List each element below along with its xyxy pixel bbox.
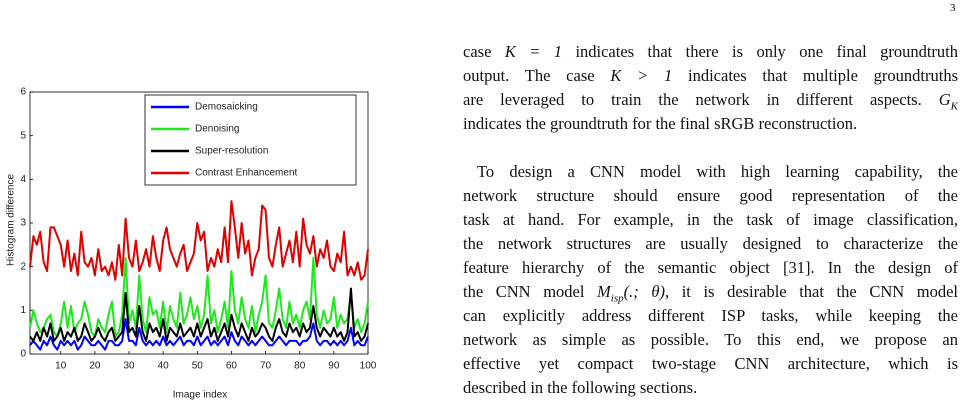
text-run: output. The case [463, 66, 611, 85]
text-line: are leveraged to train the network in di… [463, 88, 958, 112]
math: GK [938, 90, 958, 113]
legend-label: Denoising [195, 124, 239, 135]
series-line [29, 318, 369, 351]
series-line [29, 287, 369, 342]
text-line: can explicitly address different ISP tas… [463, 304, 958, 328]
math: Misp [597, 282, 624, 305]
text-line: case K = 1 indicates that there is only … [463, 40, 958, 64]
legend-label: Demosaicking [195, 102, 258, 113]
y-tick-label: 5 [20, 130, 26, 141]
y-tick-label: 2 [20, 261, 26, 272]
math-symbol: K = 1 [504, 42, 563, 61]
y-tick-label: 6 [20, 87, 26, 98]
y-tick-label: 1 [20, 305, 26, 316]
legend-label: Contrast Enhancement [195, 168, 298, 179]
text-line: network as simple as possible. To this e… [463, 328, 958, 352]
math-subscript: isp [610, 292, 624, 305]
legend-box [144, 94, 357, 186]
math: K = 1 [505, 42, 562, 61]
text-run: effective yet compact two-stage CNN arch… [463, 354, 958, 373]
text-run: , it is desirable that the CNN model [664, 282, 958, 301]
math: K > 1 [610, 66, 672, 85]
text-line: output. The case K > 1 indicates that mu… [463, 64, 958, 88]
text-line: described in the following sections. [463, 376, 958, 400]
text-run: feature hierarchy of the semantic object… [463, 258, 958, 277]
y-tick-label: 3 [20, 218, 26, 229]
text-line: feature hierarchy of the semantic object… [463, 256, 958, 280]
x-tick-label: 20 [89, 361, 101, 372]
text-run: indicates the groundtruth for the final … [463, 114, 858, 133]
text-run: the CNN model [463, 282, 598, 301]
text-line: indicates the groundtruth for the final … [463, 112, 958, 136]
x-tick-label: 80 [294, 361, 306, 372]
page-number: 3 [950, 2, 956, 14]
x-tick-label: 10 [55, 361, 67, 372]
text-run: can explicitly address different ISP tas… [463, 306, 958, 325]
text-run: case [463, 42, 505, 61]
text-run: described in the following sections. [463, 378, 698, 397]
text-run: indicates that multiple groundtruths [672, 66, 959, 85]
text-run: network as simple as possible. To this e… [463, 330, 958, 349]
math-symbol: M [597, 282, 611, 301]
text-line: the CNN model Misp(.; θ), it is desirabl… [463, 280, 958, 304]
x-tick-label: 90 [328, 361, 340, 372]
text-run: are leveraged to train the network in di… [463, 90, 939, 109]
text-run: indicates that there is only one final g… [562, 42, 958, 61]
math-symbol: (.; θ) [623, 282, 665, 301]
math: (.; θ) [624, 282, 665, 301]
series-line [29, 200, 369, 281]
x-tick-label: 100 [360, 361, 377, 372]
series-line [29, 256, 369, 338]
math-symbol: G [938, 90, 951, 109]
text-line: network structure should ensure good rep… [463, 184, 958, 208]
text-line: the network structures are usually desig… [463, 232, 958, 256]
y-tick-label: 0 [20, 349, 26, 360]
text-run: network structure should ensure good rep… [463, 186, 958, 205]
math-subscript: K [950, 100, 958, 113]
y-axis-label: Histogram difference [6, 174, 17, 267]
x-tick-label: 60 [226, 361, 238, 372]
text-run: the network structures are usually desig… [463, 234, 958, 253]
legend-label: Super-resolution [195, 146, 268, 157]
y-tick-label: 4 [20, 174, 26, 185]
text-run: task at hand. For example, in the task o… [463, 210, 958, 229]
text-line: effective yet compact two-stage CNN arch… [463, 352, 958, 376]
text-line: To design a CNN model with high learning… [463, 160, 958, 184]
x-tick-label: 30 [123, 361, 135, 372]
x-axis-label: Image index [173, 390, 227, 401]
text-run: To design a CNN model with high learning… [477, 162, 958, 181]
math-symbol: K > 1 [610, 66, 673, 85]
x-tick-label: 40 [158, 361, 170, 372]
x-tick-label: 50 [192, 361, 204, 372]
text-line: task at hand. For example, in the task o… [463, 208, 958, 232]
x-tick-label: 70 [260, 361, 272, 372]
